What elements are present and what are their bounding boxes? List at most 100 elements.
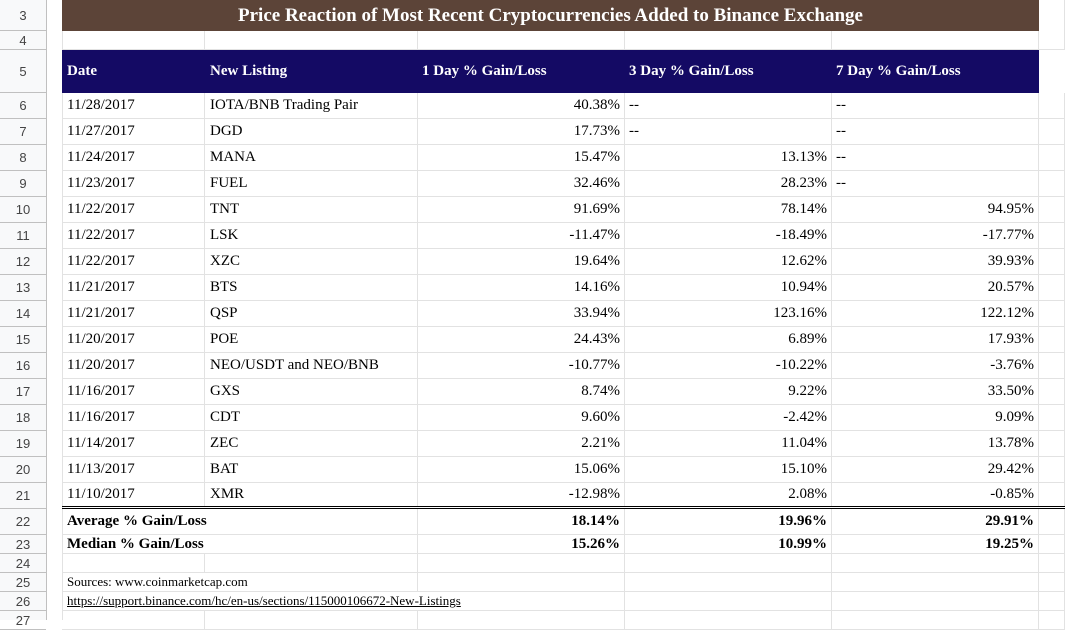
day3-cell[interactable]: 15.10%: [625, 457, 832, 482]
cell[interactable]: [625, 31, 832, 49]
sheet-title[interactable]: Price Reaction of Most Recent Cryptocurr…: [238, 4, 863, 26]
listing-cell[interactable]: XZC: [205, 249, 418, 274]
day3-cell[interactable]: -2.42%: [625, 405, 832, 430]
row-header[interactable]: 5: [0, 50, 46, 93]
date-cell[interactable]: 11/28/2017: [62, 93, 205, 118]
date-cell[interactable]: 11/20/2017: [62, 327, 205, 352]
day3-cell[interactable]: -10.22%: [625, 353, 832, 378]
cell[interactable]: [1039, 119, 1065, 144]
sources-text[interactable]: Sources: www.coinmarketcap.com: [62, 573, 418, 591]
day1-cell[interactable]: 33.94%: [418, 301, 625, 326]
cell[interactable]: [62, 31, 205, 49]
day1-cell[interactable]: 15.47%: [418, 145, 625, 170]
average-label[interactable]: Average % Gain/Loss: [62, 509, 418, 534]
day7-cell[interactable]: -0.85%: [832, 483, 1039, 506]
day3-cell[interactable]: --: [625, 93, 832, 118]
date-cell[interactable]: 11/24/2017: [62, 145, 205, 170]
date-cell[interactable]: 11/22/2017: [62, 197, 205, 222]
cell[interactable]: [62, 554, 205, 572]
day7-cell[interactable]: 94.95%: [832, 197, 1039, 222]
cell[interactable]: [625, 592, 832, 610]
day3-cell[interactable]: 12.62%: [625, 249, 832, 274]
row-header[interactable]: 20: [0, 457, 46, 483]
day1-cell[interactable]: 19.64%: [418, 249, 625, 274]
day3-cell[interactable]: 28.23%: [625, 171, 832, 196]
cell[interactable]: [1039, 405, 1065, 430]
day7-cell[interactable]: 39.93%: [832, 249, 1039, 274]
listing-cell[interactable]: LSK: [205, 223, 418, 248]
day3-cell[interactable]: 2.08%: [625, 483, 832, 506]
day1-cell[interactable]: 32.46%: [418, 171, 625, 196]
cell[interactable]: [1039, 145, 1065, 170]
listing-cell[interactable]: POE: [205, 327, 418, 352]
day1-cell[interactable]: 8.74%: [418, 379, 625, 404]
cell[interactable]: [832, 611, 1039, 629]
date-cell[interactable]: 11/21/2017: [62, 301, 205, 326]
row-header[interactable]: 3: [0, 0, 46, 31]
cell[interactable]: [1039, 301, 1065, 326]
day7-cell[interactable]: 13.78%: [832, 431, 1039, 456]
row-header[interactable]: 9: [0, 171, 46, 197]
cell[interactable]: [1039, 275, 1065, 300]
cell[interactable]: [1039, 573, 1065, 591]
cell[interactable]: [418, 31, 625, 49]
row-header[interactable]: 25: [0, 573, 46, 592]
day1-cell[interactable]: -11.47%: [418, 223, 625, 248]
listing-cell[interactable]: QSP: [205, 301, 418, 326]
day3-cell[interactable]: 13.13%: [625, 145, 832, 170]
day7-cell[interactable]: --: [832, 171, 1039, 196]
row-header[interactable]: 8: [0, 145, 46, 171]
day7-cell[interactable]: -3.76%: [832, 353, 1039, 378]
date-cell[interactable]: 11/23/2017: [62, 171, 205, 196]
header-3-day[interactable]: 3 Day % Gain/Loss: [629, 63, 754, 79]
row-header[interactable]: 10: [0, 197, 46, 223]
cell[interactable]: [1039, 379, 1065, 404]
day3-cell[interactable]: 11.04%: [625, 431, 832, 456]
row-header[interactable]: 17: [0, 379, 46, 405]
cell[interactable]: [1039, 457, 1065, 482]
cell[interactable]: [832, 573, 1039, 591]
cell[interactable]: [1039, 431, 1065, 456]
day3-cell[interactable]: 123.16%: [625, 301, 832, 326]
cell[interactable]: [1039, 0, 1065, 31]
day3-cell[interactable]: -18.49%: [625, 223, 832, 248]
cell[interactable]: [1039, 611, 1065, 629]
day1-cell[interactable]: 91.69%: [418, 197, 625, 222]
day7-cell[interactable]: 29.42%: [832, 457, 1039, 482]
day3-cell[interactable]: 78.14%: [625, 197, 832, 222]
row-header[interactable]: 15: [0, 327, 46, 353]
cell[interactable]: [418, 573, 625, 591]
day7-cell[interactable]: 17.93%: [832, 327, 1039, 352]
cell[interactable]: [625, 554, 832, 572]
row-header[interactable]: 22: [0, 509, 46, 535]
cell[interactable]: [1039, 509, 1065, 534]
listing-cell[interactable]: BTS: [205, 275, 418, 300]
listing-cell[interactable]: IOTA/BNB Trading Pair: [205, 93, 418, 118]
day1-cell[interactable]: 14.16%: [418, 275, 625, 300]
cell[interactable]: [625, 573, 832, 591]
date-cell[interactable]: 11/14/2017: [62, 431, 205, 456]
day3-cell[interactable]: 10.94%: [625, 275, 832, 300]
cell[interactable]: [1039, 249, 1065, 274]
day1-cell[interactable]: 40.38%: [418, 93, 625, 118]
listing-cell[interactable]: NEO/USDT and NEO/BNB: [205, 353, 418, 378]
row-header[interactable]: 13: [0, 275, 46, 301]
row-header[interactable]: 4: [0, 31, 46, 50]
cell[interactable]: [1039, 31, 1065, 49]
date-cell[interactable]: 11/16/2017: [62, 405, 205, 430]
day7-cell[interactable]: 122.12%: [832, 301, 1039, 326]
cell[interactable]: [1039, 554, 1065, 572]
row-header[interactable]: 24: [0, 554, 46, 573]
cell[interactable]: [832, 592, 1039, 610]
cell[interactable]: [625, 611, 832, 629]
listing-cell[interactable]: CDT: [205, 405, 418, 430]
day1-cell[interactable]: 17.73%: [418, 119, 625, 144]
day1-cell[interactable]: -10.77%: [418, 353, 625, 378]
cell[interactable]: [205, 554, 418, 572]
median-3-day[interactable]: 10.99%: [625, 535, 832, 553]
listing-cell[interactable]: DGD: [205, 119, 418, 144]
row-header[interactable]: 16: [0, 353, 46, 379]
cell[interactable]: [832, 554, 1039, 572]
cell[interactable]: [832, 31, 1039, 49]
cell[interactable]: [205, 611, 418, 629]
